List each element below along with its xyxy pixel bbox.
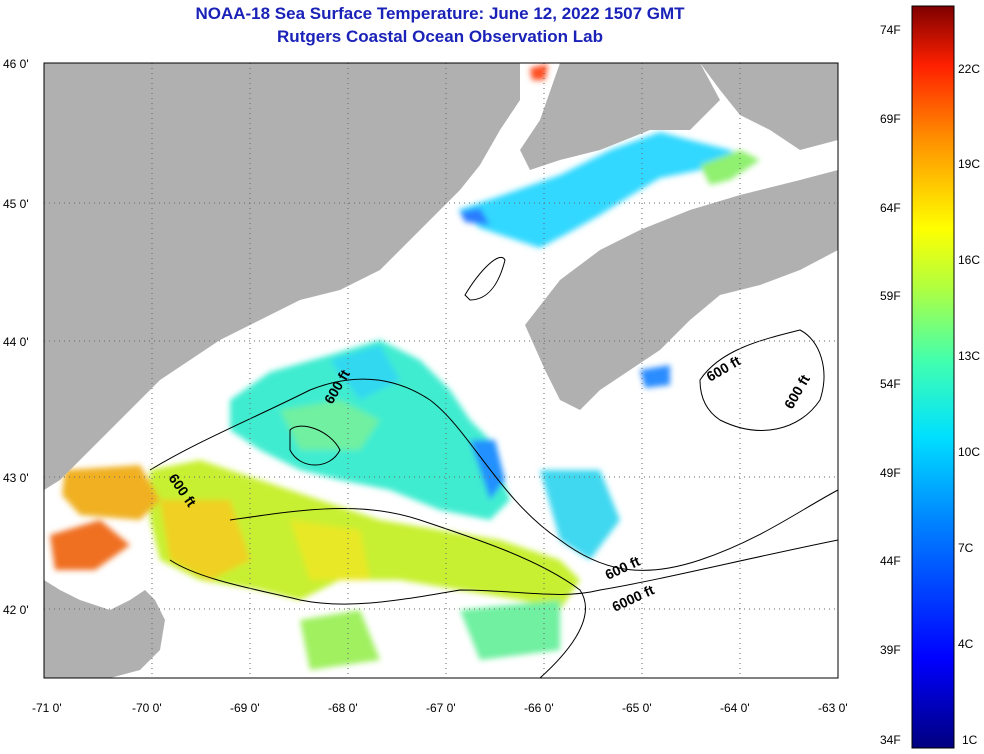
map-title: NOAA-18 Sea Surface Temperature: June 12… <box>195 4 685 23</box>
lat-label: 43 0' <box>3 471 29 485</box>
colorbar-label-c: 10C <box>958 445 980 459</box>
lon-label: -68 0' <box>328 701 358 715</box>
lon-label: -65 0' <box>622 701 652 715</box>
bathymetry-contours <box>149 257 838 678</box>
lat-label: 45 0' <box>3 197 29 211</box>
lon-label: -63 0' <box>818 701 848 715</box>
colorbar-label-f: 64F <box>880 201 901 215</box>
colorbar-c-labels: 22C 19C 16C 13C 10C 7C 4C 1C <box>958 62 980 747</box>
lon-label: -66 0' <box>524 701 554 715</box>
colorbar-label-f: 44F <box>880 554 901 568</box>
colorbar-label-c: 13C <box>958 349 980 363</box>
colorbar-label-c: 16C <box>958 253 980 267</box>
lat-label: 42 0' <box>3 603 29 617</box>
lon-axis: -71 0' -70 0' -69 0' -68 0' -67 0' -66 0… <box>32 701 848 715</box>
colorbar-label-c: 4C <box>958 637 974 651</box>
colorbar-f-labels: 74F 69F 64F 59F 54F 49F 44F 39F 34F <box>880 23 901 747</box>
colorbar <box>911 5 955 749</box>
lon-label: -70 0' <box>132 701 162 715</box>
colorbar-label-c: 1C <box>962 733 978 747</box>
map-frame <box>43 62 839 679</box>
lat-label: 44 0' <box>3 335 29 349</box>
lon-label: -64 0' <box>720 701 750 715</box>
colorbar-label-f: 59F <box>880 289 901 303</box>
colorbar-label-c: 22C <box>958 62 980 76</box>
colorbar-label-f: 74F <box>880 23 901 37</box>
colorbar-label-f: 49F <box>880 466 901 480</box>
lon-label: -69 0' <box>230 701 260 715</box>
colorbar-label-f: 69F <box>880 112 901 126</box>
lon-label: -71 0' <box>32 701 62 715</box>
colorbar-label-f: 39F <box>880 643 901 657</box>
land <box>44 63 838 678</box>
sst-data <box>50 63 830 670</box>
colorbar-label-c: 19C <box>958 157 980 171</box>
colorbar-label-f: 54F <box>880 377 901 391</box>
map-subtitle: Rutgers Coastal Ocean Observation Lab <box>277 27 603 46</box>
lat-axis: 46 0' 45 0' 44 0' 43 0' 42 0' <box>3 57 29 617</box>
colorbar-label-f: 34F <box>880 733 901 747</box>
colorbar-label-c: 7C <box>958 541 974 555</box>
lon-label: -67 0' <box>426 701 456 715</box>
lat-label: 46 0' <box>3 57 29 71</box>
